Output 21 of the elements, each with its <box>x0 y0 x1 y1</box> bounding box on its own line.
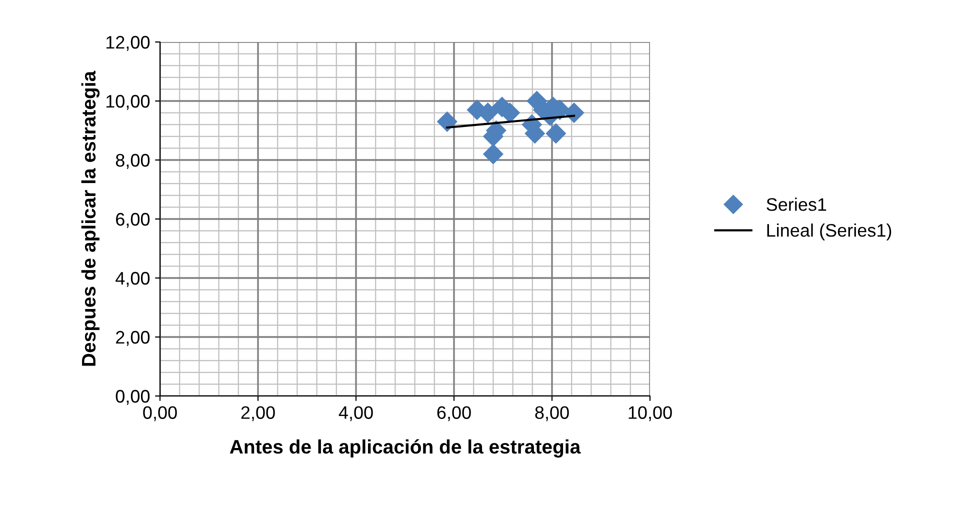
y-tick-label: 2,00 <box>116 330 150 346</box>
y-tick-label: 6,00 <box>116 212 150 228</box>
point <box>482 144 504 164</box>
x-tick-label: 2,00 <box>241 406 275 422</box>
y-tick-label: 4,00 <box>116 272 150 287</box>
x-tick-label: 6,00 <box>437 406 471 422</box>
point <box>436 111 458 132</box>
x-tick-label: 0,00 <box>143 406 177 422</box>
point <box>564 102 584 124</box>
y-tick-label: 10,00 <box>106 94 150 110</box>
point <box>546 123 566 144</box>
x-axis-title: Antes de la aplicación de la estrategia <box>230 439 581 458</box>
legend-label: Series1 <box>766 198 826 211</box>
x-tick-label: 4,00 <box>338 406 373 422</box>
y-tick-label: 12,00 <box>106 36 150 51</box>
x-tick-label: 8,00 <box>535 406 569 422</box>
legend-label: Lineal (Series1) <box>767 224 892 240</box>
y-tick-label: 0,00 <box>116 390 150 405</box>
y-axis-title: Despues de aplicar la estrategia <box>81 70 100 366</box>
y-tick-label: 8,00 <box>116 154 150 169</box>
x-tick-label: 10,00 <box>628 406 672 422</box>
